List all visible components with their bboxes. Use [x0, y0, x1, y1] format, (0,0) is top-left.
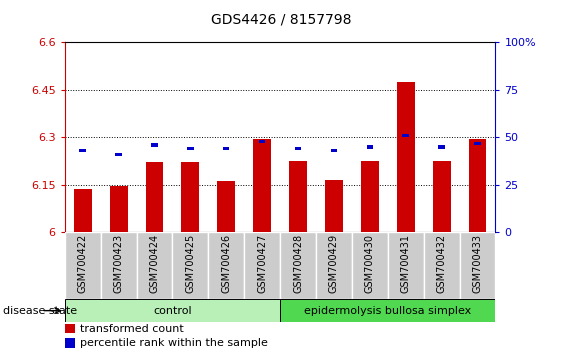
Bar: [115, 153, 122, 156]
Bar: [397, 82, 415, 232]
Text: GSM700432: GSM700432: [436, 234, 446, 293]
Bar: [65, 324, 75, 333]
Bar: [367, 145, 373, 149]
Text: GSM700423: GSM700423: [114, 234, 124, 293]
Bar: [388, 232, 424, 299]
Bar: [439, 145, 445, 149]
Bar: [101, 232, 137, 299]
Bar: [280, 232, 316, 299]
Text: GSM700429: GSM700429: [329, 234, 339, 293]
Bar: [403, 134, 409, 137]
Bar: [316, 232, 352, 299]
Bar: [459, 232, 495, 299]
Text: GSM700422: GSM700422: [78, 234, 88, 293]
Bar: [244, 232, 280, 299]
Bar: [181, 162, 199, 232]
Text: GSM700431: GSM700431: [401, 234, 411, 293]
Bar: [352, 232, 388, 299]
Bar: [474, 142, 481, 145]
Text: epidermolysis bullosa simplex: epidermolysis bullosa simplex: [304, 306, 471, 316]
Text: disease state: disease state: [3, 306, 77, 316]
Bar: [151, 143, 158, 147]
Bar: [361, 161, 379, 232]
Bar: [79, 149, 86, 152]
Text: GSM700428: GSM700428: [293, 234, 303, 293]
Text: GSM700427: GSM700427: [257, 234, 267, 293]
Bar: [65, 299, 280, 322]
Bar: [253, 139, 271, 232]
Text: transformed count: transformed count: [81, 324, 184, 334]
Bar: [432, 161, 450, 232]
Bar: [330, 149, 337, 152]
Text: GSM700430: GSM700430: [365, 234, 375, 293]
Bar: [137, 232, 172, 299]
Text: GDS4426 / 8157798: GDS4426 / 8157798: [211, 12, 352, 27]
Text: GSM700426: GSM700426: [221, 234, 231, 293]
Bar: [65, 232, 101, 299]
Bar: [65, 338, 75, 348]
Bar: [424, 232, 459, 299]
Bar: [259, 140, 265, 143]
Bar: [187, 147, 194, 150]
Bar: [208, 232, 244, 299]
Text: GSM700425: GSM700425: [185, 234, 195, 293]
Bar: [217, 181, 235, 232]
Bar: [145, 162, 163, 232]
Bar: [74, 189, 92, 232]
Bar: [289, 161, 307, 232]
Bar: [223, 147, 230, 150]
Bar: [110, 186, 128, 232]
Text: percentile rank within the sample: percentile rank within the sample: [81, 338, 268, 348]
Text: GSM700433: GSM700433: [472, 234, 482, 293]
Bar: [172, 232, 208, 299]
Text: GSM700424: GSM700424: [149, 234, 159, 293]
Bar: [468, 139, 486, 232]
Bar: [280, 299, 495, 322]
Bar: [295, 147, 301, 150]
Text: control: control: [153, 306, 192, 316]
Bar: [325, 180, 343, 232]
